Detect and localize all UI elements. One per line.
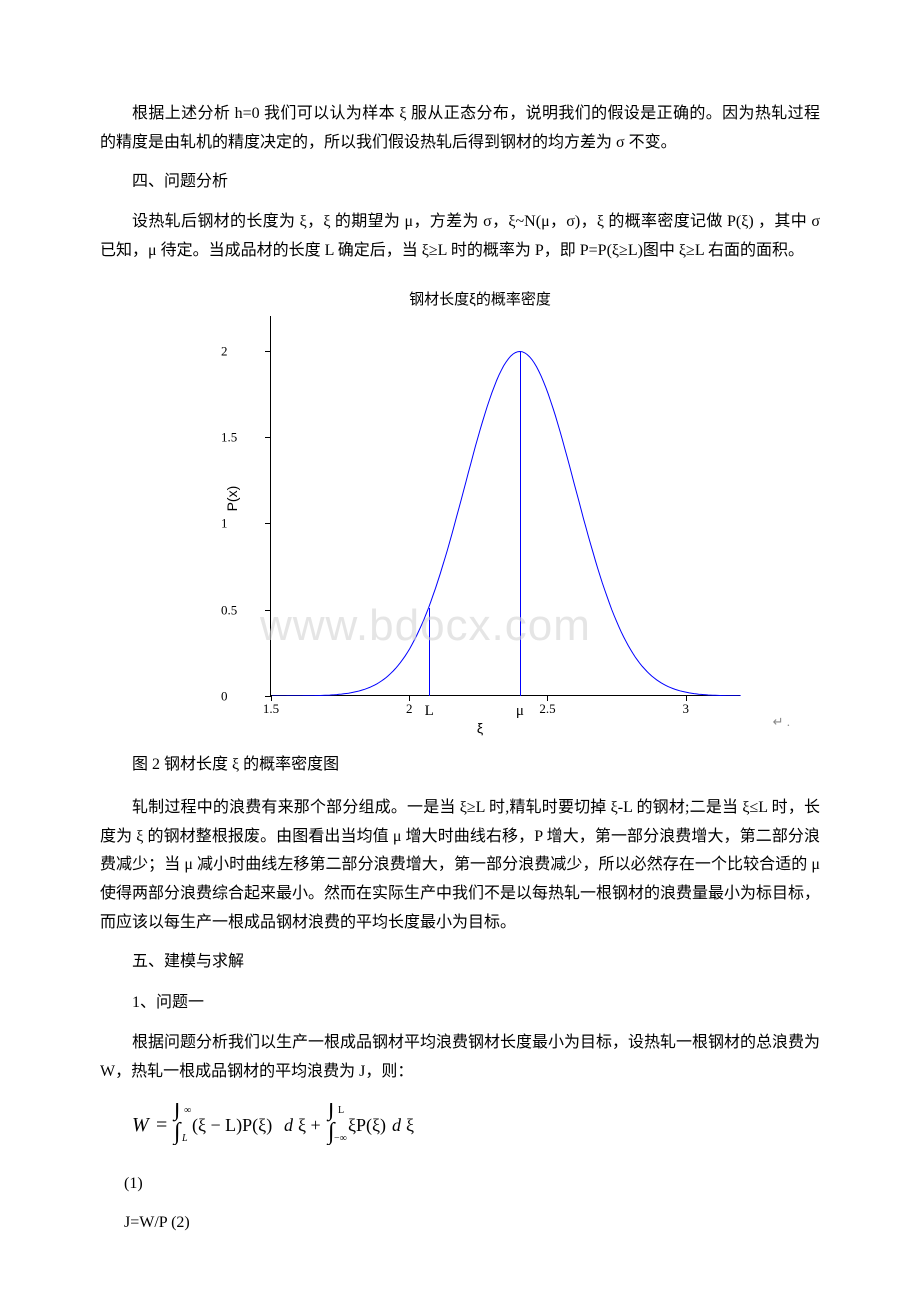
l-vertical-line <box>429 608 430 696</box>
svg-text:L: L <box>181 1133 188 1144</box>
y-tick <box>265 351 271 352</box>
x-axis-title: ξ <box>477 716 483 741</box>
paragraph-analysis: 设热轧后钢材的长度为 ξ，ξ 的期望为 μ，方差为 σ，ξ~N(μ，σ)，ξ 的… <box>100 208 820 266</box>
y-tick-label: 1.5 <box>221 425 237 448</box>
svg-text:−∞: −∞ <box>334 1133 347 1144</box>
equation-2: J=W/P (2) <box>100 1209 820 1238</box>
y-tick <box>265 610 271 611</box>
y-tick <box>265 437 271 438</box>
section-5-heading: 五、建模与求解 <box>100 948 820 977</box>
paragraph-model: 根据问题分析我们以生产一根成品钢材平均浪费钢材长度最小为目标，设热轧一根钢材的总… <box>100 1029 820 1087</box>
svg-text:∫: ∫ <box>172 1119 182 1145</box>
svg-text:d: d <box>284 1115 294 1135</box>
svg-text:L: L <box>338 1105 344 1116</box>
plot-area: L μ 00.511.52 1.522.53 <box>270 316 740 696</box>
equation-1-number: (1) <box>100 1170 820 1199</box>
svg-text:∞: ∞ <box>184 1105 191 1116</box>
y-tick-label: 2 <box>221 339 228 362</box>
figure-2-caption: 图 2 钢材长度 ξ 的概率密度图 <box>100 751 820 780</box>
mu-vertical-line <box>520 351 521 696</box>
x-tick-label: 1.5 <box>263 697 279 720</box>
svg-text:(ξ − L)P(ξ): (ξ − L)P(ξ) <box>192 1115 272 1136</box>
y-tick-label: 1 <box>221 512 228 535</box>
figure-2-chart: 钢材长度ξ的概率密度 P(x) L μ 00.511.52 1.522.53 w… <box>200 286 760 741</box>
normal-curve-svg <box>271 316 741 696</box>
l-label: L <box>425 698 434 725</box>
svg-text:ξP(ξ): ξP(ξ) <box>348 1115 386 1136</box>
mu-label: μ <box>516 698 524 725</box>
y-axis-title: P(x) <box>220 486 245 512</box>
y-tick-label: 0.5 <box>221 598 237 621</box>
y-tick <box>265 523 271 524</box>
return-mark-icon: ↵ . <box>773 710 790 733</box>
svg-text:ξ +: ξ + <box>298 1115 321 1135</box>
x-tick-label: 2.5 <box>539 697 555 720</box>
svg-text:=: = <box>156 1114 167 1136</box>
paragraph-intro: 根据上述分析 h=0 我们可以认为样本 ξ 服从正态分布，说明我们的假设是正确的… <box>100 100 820 158</box>
svg-text:d: d <box>392 1115 402 1135</box>
svg-text:W: W <box>132 1114 151 1136</box>
x-tick-label: 3 <box>682 697 689 720</box>
x-tick-label: 2 <box>406 697 413 720</box>
svg-text:ξ: ξ <box>406 1115 414 1135</box>
y-tick-label: 0 <box>221 684 228 707</box>
paragraph-waste-analysis: 轧制过程中的浪费有来那个部分组成。一是当 ξ≥L 时,精轧时要切掉 ξ-L 的钢… <box>100 794 820 938</box>
chart-title: 钢材长度ξ的概率密度 <box>200 286 760 313</box>
subsection-5-1: 1、问题一 <box>100 989 820 1018</box>
section-4-heading: 四、问题分析 <box>100 168 820 197</box>
equation-w: W = ∫ ∫ ∞ L (ξ − L)P(ξ) d ξ + ∫ ∫ L −∞ ξ… <box>132 1103 820 1156</box>
